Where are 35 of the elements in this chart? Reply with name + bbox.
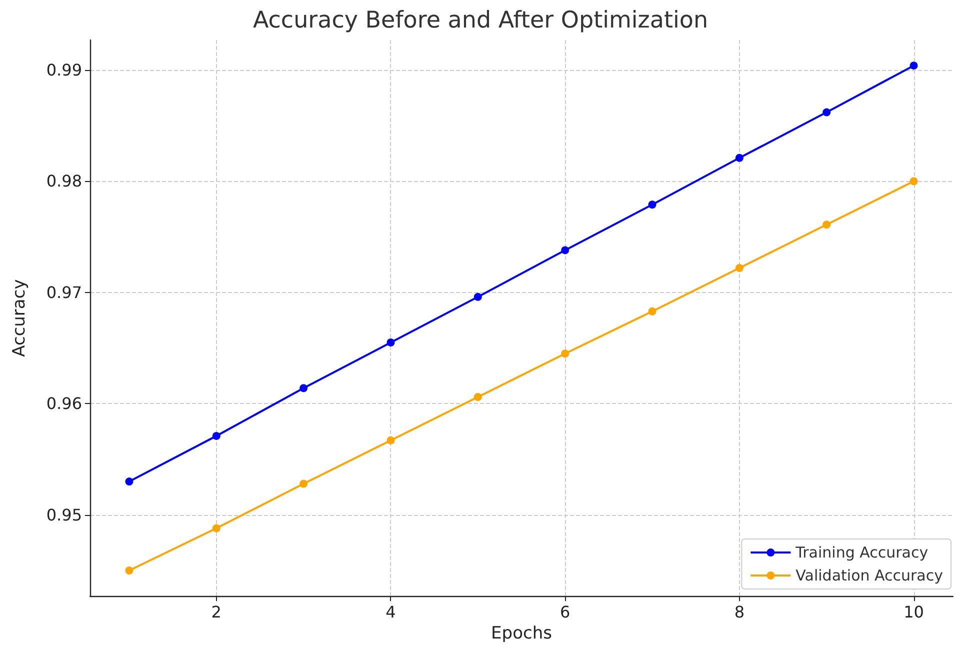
y-tick-label: 0.98 <box>46 172 82 191</box>
point <box>212 524 220 532</box>
point <box>735 264 744 272</box>
x-tick-label: 2 <box>211 602 222 622</box>
x-tick-label: 10 <box>904 602 924 622</box>
y-tick-label: 0.95 <box>46 505 82 524</box>
y-axis-title: Accuracy <box>10 279 30 357</box>
x-tick-label: 4 <box>386 602 396 622</box>
point <box>386 338 395 347</box>
point <box>822 220 831 229</box>
point <box>822 108 831 116</box>
x-axis-title: Epochs <box>491 624 552 644</box>
x-tick-label: 8 <box>734 602 745 622</box>
point <box>561 350 570 358</box>
x-tick-label: 6 <box>560 602 570 622</box>
point <box>910 177 918 186</box>
point <box>474 292 482 301</box>
point <box>735 154 744 162</box>
point <box>125 566 134 575</box>
point <box>474 393 482 402</box>
point <box>648 200 656 209</box>
point <box>300 480 308 488</box>
y-tick-label: 0.99 <box>46 60 82 80</box>
point <box>300 384 308 392</box>
point <box>386 436 395 444</box>
legend-label: Validation Accuracy <box>796 566 944 584</box>
point <box>125 478 134 486</box>
point <box>648 307 656 316</box>
legend-label: Training Accuracy <box>794 544 928 562</box>
chart-title: Accuracy Before and After Optimization <box>252 8 708 34</box>
point <box>910 62 918 70</box>
y-tick-label: 0.97 <box>46 282 82 302</box>
y-tick-label: 0.96 <box>46 394 82 414</box>
point <box>561 246 570 254</box>
point <box>212 432 220 440</box>
